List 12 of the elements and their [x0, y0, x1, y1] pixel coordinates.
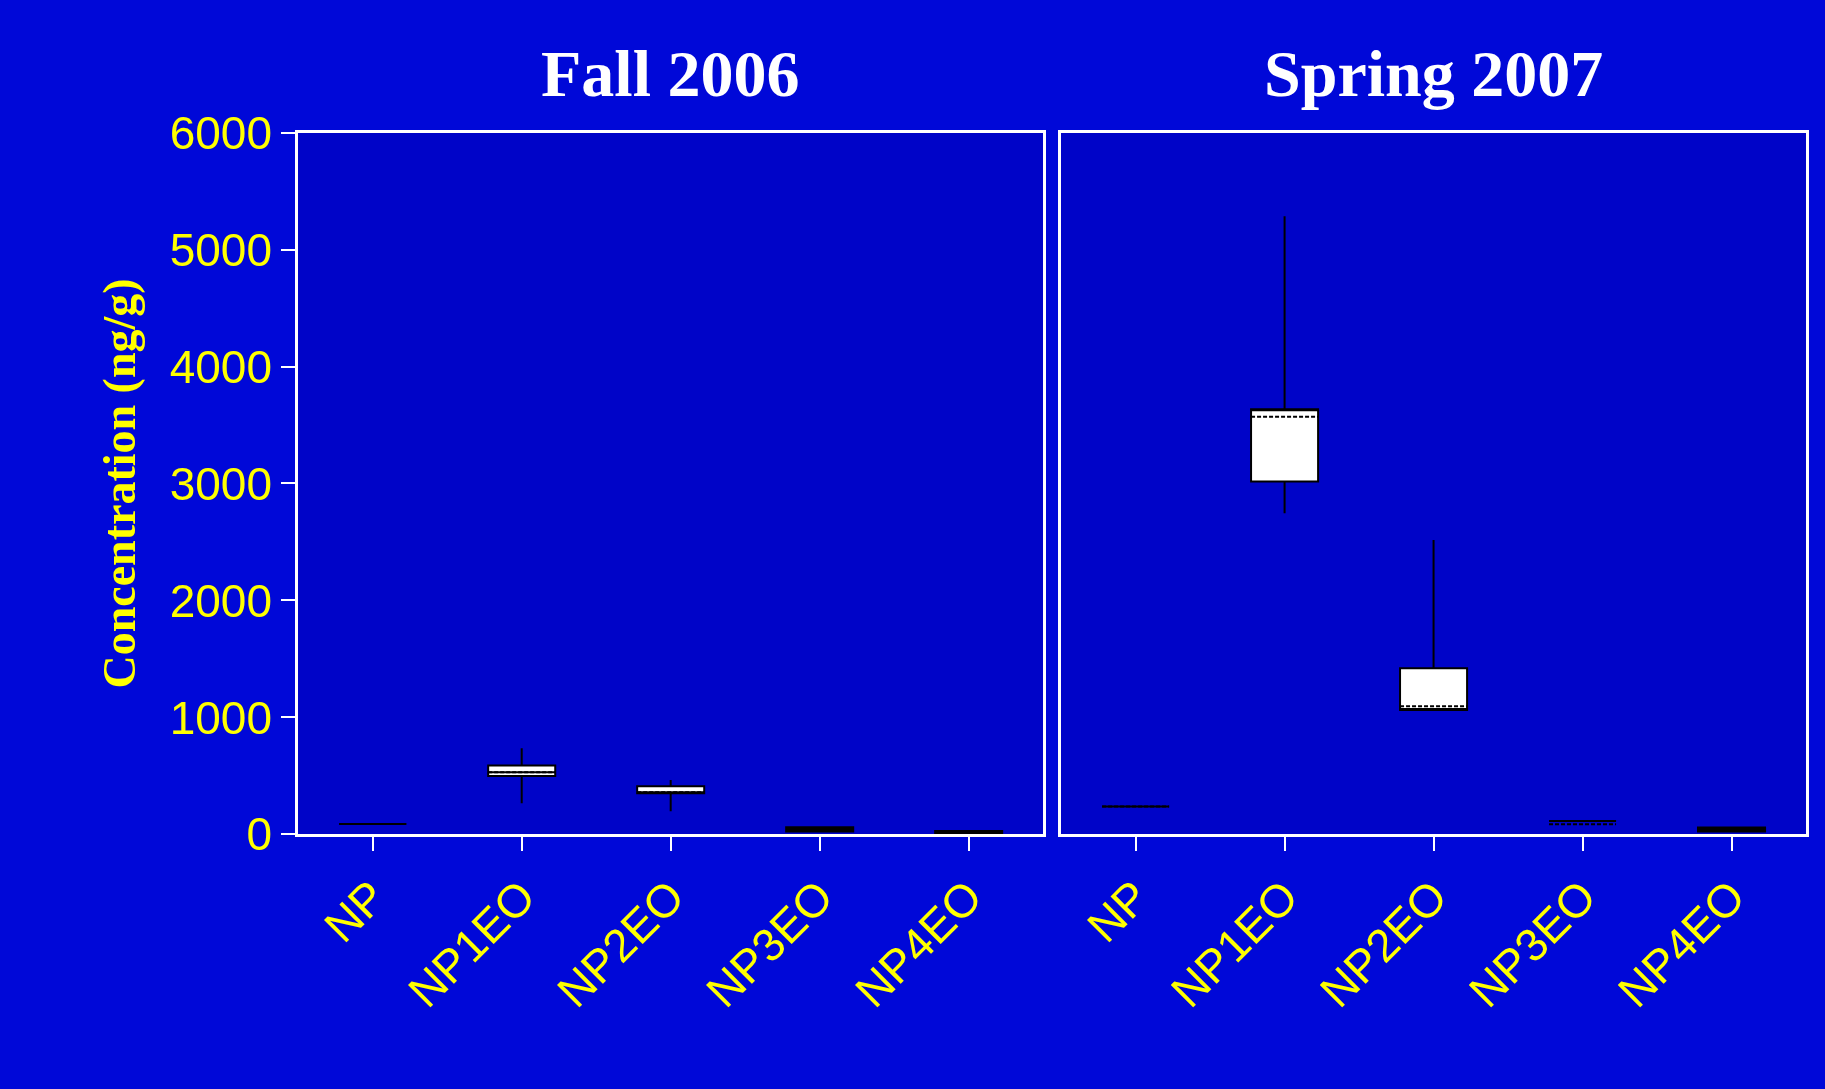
x-tick-label: NP [1076, 870, 1159, 953]
y-tick-label: 6000 [169, 106, 273, 159]
chart-title: Fall 2006 [541, 37, 800, 110]
y-tick-label: 4000 [169, 340, 273, 393]
chart-title: Spring 2007 [1264, 37, 1604, 110]
y-axis-title: Concentration (ng/g) [94, 278, 146, 689]
y-tick-label: 3000 [169, 457, 273, 510]
y-tick-label: 2000 [169, 574, 273, 627]
y-tick-label: 1000 [169, 691, 273, 744]
x-tick-label: NP [314, 870, 397, 953]
y-tick-label: 5000 [169, 223, 273, 276]
y-tick-label: 0 [246, 808, 273, 861]
